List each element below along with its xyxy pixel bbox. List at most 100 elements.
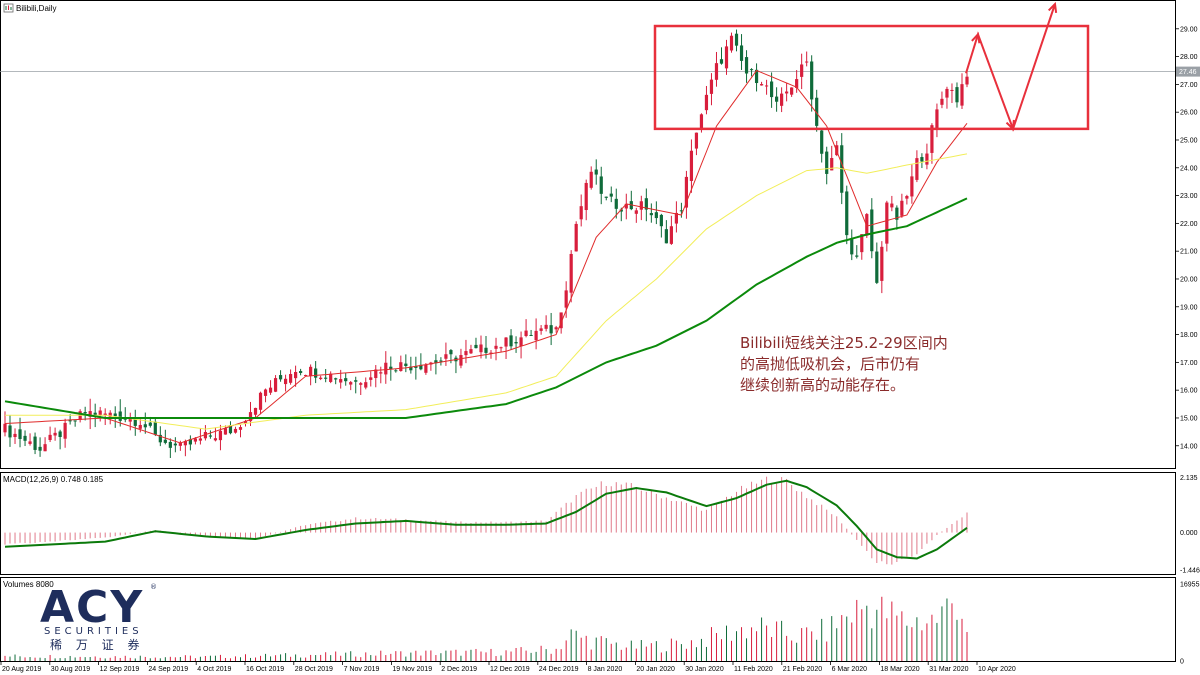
candle [845, 185, 849, 245]
candle-body [299, 371, 303, 373]
candle [123, 407, 127, 423]
candle-body [509, 335, 513, 347]
candle-body [113, 413, 117, 417]
candle [344, 372, 348, 386]
candle-body [424, 364, 428, 373]
candle [910, 164, 914, 204]
candle [278, 370, 283, 382]
candle-body [604, 196, 608, 198]
candle [168, 438, 172, 458]
candle [790, 87, 794, 97]
candle [940, 91, 944, 109]
candle [339, 369, 343, 389]
candle-body [669, 226, 673, 244]
candle [188, 435, 192, 451]
candle [714, 51, 719, 87]
candle-body [674, 212, 678, 224]
candle [820, 128, 824, 163]
candle-body [73, 420, 77, 422]
current-price-tag [1176, 66, 1200, 77]
candle-body [534, 330, 538, 341]
candle-body [890, 203, 894, 208]
candle [349, 380, 353, 391]
candle [248, 401, 253, 427]
candle [604, 196, 608, 201]
candle-body [163, 439, 167, 443]
candle-body [739, 45, 744, 61]
candle-body [744, 57, 749, 74]
candle-body [409, 366, 413, 371]
candle-body [88, 411, 92, 417]
candle-body [148, 422, 152, 426]
candle [569, 250, 573, 303]
candle-body [28, 441, 32, 444]
candle [454, 355, 458, 374]
range-box [653, 24, 1090, 131]
candle [915, 150, 919, 183]
candle [764, 79, 769, 95]
date-tick-label: 2 Dec 2019 [441, 666, 477, 673]
candle [870, 198, 874, 259]
candle-body [639, 201, 643, 210]
candle [133, 409, 137, 436]
candle-body [920, 157, 924, 162]
candle-body [634, 210, 638, 214]
candle [775, 87, 779, 112]
candle-body [719, 59, 724, 64]
candle-body [63, 422, 67, 439]
candle [324, 368, 328, 383]
candle-body [98, 410, 102, 416]
candle-body [810, 61, 814, 100]
volume-chart [4, 596, 968, 661]
candle [314, 361, 318, 384]
candle [785, 83, 789, 102]
candle [875, 242, 879, 285]
candle-body [484, 347, 488, 353]
candle-body [504, 337, 508, 347]
candle [769, 72, 774, 108]
price-tick-label: 28.00 [1180, 54, 1198, 61]
candle-body [935, 109, 939, 130]
candle-body [319, 377, 323, 379]
candle-body [759, 84, 764, 86]
candle-body [940, 98, 944, 105]
date-tick-label: 20 Jan 2020 [636, 666, 675, 673]
candle [384, 351, 388, 384]
axes: 29.00 28.00 27.00 26.00 25.00 24.00 23.00 22.00… [0, 26, 1200, 673]
candle-body [108, 412, 112, 417]
candle-body [554, 327, 558, 330]
candle [8, 415, 12, 447]
candle [749, 68, 754, 77]
candle-body [764, 85, 769, 87]
candle [805, 51, 809, 67]
candle-body [519, 337, 523, 347]
candle [53, 427, 57, 441]
candle-body [900, 200, 904, 216]
candle-body [825, 151, 829, 174]
candle [469, 344, 473, 354]
candle-body [233, 428, 238, 433]
candle [33, 432, 37, 455]
candle [489, 350, 493, 359]
candle [288, 369, 293, 385]
macd-tick-label: -1.446 [1180, 568, 1200, 575]
price-tick-label: 19.00 [1180, 304, 1198, 311]
candle-body [514, 341, 518, 344]
candle [409, 356, 413, 374]
candle [810, 55, 814, 112]
candle-body [905, 196, 909, 199]
candle [574, 221, 578, 252]
candle [329, 371, 333, 384]
candle [960, 73, 964, 110]
candle [258, 391, 263, 415]
candle-body [830, 158, 834, 171]
candle [669, 215, 673, 245]
candle-body [870, 209, 874, 252]
candle [78, 409, 82, 423]
candle [945, 86, 949, 109]
candle [649, 203, 653, 223]
candle-body [188, 439, 192, 445]
macd-tick-label: 2.135 [1180, 475, 1198, 482]
price-tick-label: 27.00 [1180, 82, 1198, 89]
candle-body [394, 370, 398, 372]
